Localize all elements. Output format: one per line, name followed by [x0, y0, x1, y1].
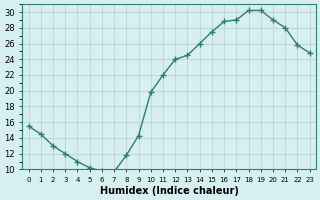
X-axis label: Humidex (Indice chaleur): Humidex (Indice chaleur) [100, 186, 239, 196]
